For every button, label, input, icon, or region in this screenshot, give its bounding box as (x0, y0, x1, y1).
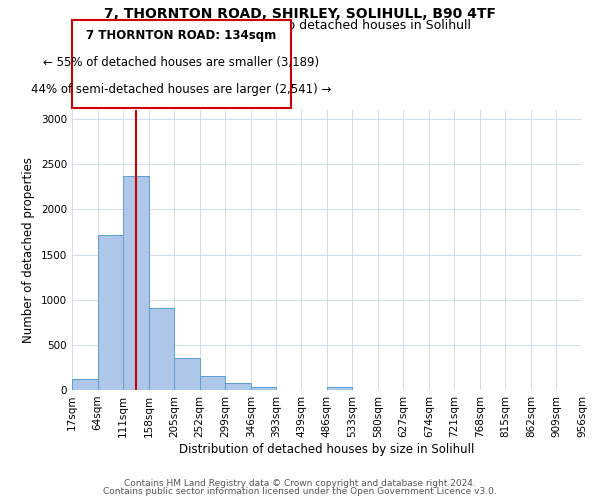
Bar (149, 308, 174, 390)
Bar (327, 388, 352, 390)
Bar (174, 358, 200, 390)
Bar (98, 234, 123, 390)
Text: Size of property relative to detached houses in Solihull: Size of property relative to detached ho… (128, 19, 472, 32)
Bar (123, 176, 149, 390)
Bar (200, 376, 225, 390)
Text: Contains HM Land Registry data © Crown copyright and database right 2024.: Contains HM Land Registry data © Crown c… (124, 478, 476, 488)
Text: 44% of semi-detached houses are larger (2,541) →: 44% of semi-detached houses are larger (… (31, 84, 332, 96)
Text: ← 55% of detached houses are smaller (3,189): ← 55% of detached houses are smaller (3,… (43, 56, 320, 69)
Text: 7, THORNTON ROAD, SHIRLEY, SOLIHULL, B90 4TF: 7, THORNTON ROAD, SHIRLEY, SOLIHULL, B90… (104, 8, 496, 22)
Bar (251, 388, 276, 390)
Text: 7 THORNTON ROAD: 134sqm: 7 THORNTON ROAD: 134sqm (86, 28, 277, 42)
X-axis label: Distribution of detached houses by size in Solihull: Distribution of detached houses by size … (179, 442, 475, 456)
Text: Contains public sector information licensed under the Open Government Licence v3: Contains public sector information licen… (103, 487, 497, 496)
Bar (72, 379, 98, 390)
Bar (225, 383, 251, 390)
Y-axis label: Number of detached properties: Number of detached properties (22, 157, 35, 343)
